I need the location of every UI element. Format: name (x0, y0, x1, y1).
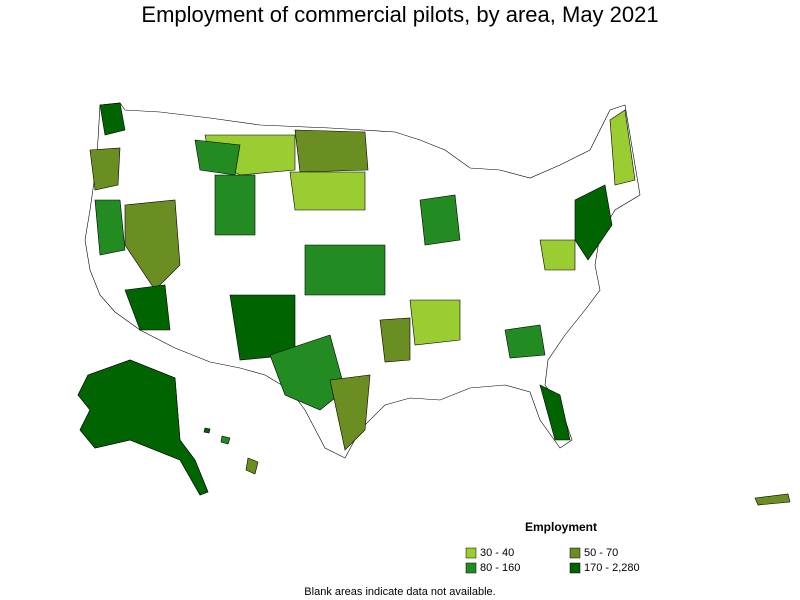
shaded-area (379, 317, 411, 363)
legend-label: 170 - 2,280 (584, 562, 640, 574)
legend: Employment 30 - 40 50 - 70 80 - 160 170 - 2… (465, 520, 640, 574)
shaded-area (269, 334, 346, 411)
map-title: Employment of commercial pilots, by area… (141, 2, 658, 27)
shaded-area (419, 194, 461, 246)
shaded-area (539, 239, 576, 271)
puerto-rico (754, 493, 791, 506)
shaded-area (99, 102, 126, 136)
shaded-area (94, 199, 126, 256)
shaded-area (539, 384, 571, 441)
shaded-area (504, 324, 546, 359)
shaded-area (329, 374, 371, 451)
hawaii (203, 427, 211, 434)
shaded-area (289, 171, 366, 211)
legend-label: 50 - 70 (584, 547, 618, 559)
legend-label: 30 - 40 (480, 547, 514, 559)
shaded-area (194, 139, 241, 176)
shaded-area (409, 299, 461, 346)
shaded-area (304, 244, 386, 296)
footnote: Blank areas indicate data not available. (304, 586, 495, 598)
legend-swatch (569, 562, 581, 574)
shaded-area (294, 129, 369, 173)
legend-label: 80 - 160 (480, 562, 520, 574)
shaded-area (89, 147, 121, 191)
hawaii (220, 435, 231, 445)
legend-swatch (465, 562, 477, 574)
map (77, 102, 791, 506)
shaded-area (77, 359, 209, 496)
shaded-area (574, 184, 613, 261)
shaded-area (609, 109, 636, 186)
legend-title: Employment (525, 520, 597, 534)
shaded-area (124, 284, 171, 331)
shaded-area (124, 199, 181, 291)
shaded-area (214, 174, 256, 236)
legend-swatch (465, 547, 477, 559)
hawaii (245, 457, 259, 475)
legend-swatch (569, 547, 581, 559)
